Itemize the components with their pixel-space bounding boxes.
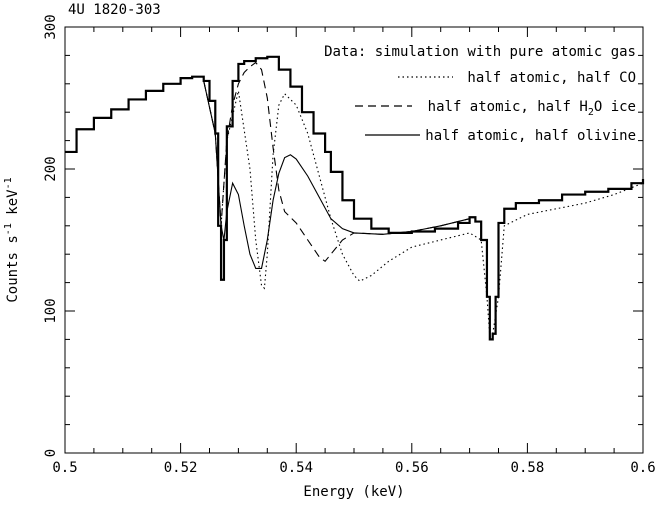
y-axis-label-mid: keV: [5, 189, 21, 223]
series-layer: [65, 55, 645, 341]
y-tick-label: 300: [43, 14, 59, 39]
legend-entry-h2o-pre: half atomic, half H: [428, 99, 588, 115]
x-tick-label: 0.52: [164, 460, 198, 476]
legend: Data: simulation with pure atomic gas ha…: [324, 44, 636, 144]
x-tick-label: 0.58: [511, 460, 545, 476]
series-line-3: [203, 80, 470, 269]
legend-entry-h2o-sub: 2: [588, 107, 594, 118]
y-tick-label: 100: [43, 298, 59, 323]
y-axis-label-sup1: -1: [3, 223, 14, 235]
x-tick-label: 0.6: [630, 460, 655, 476]
tick-labels: 0.5 0.52 0.54 0.56 0.58 0.6 0 100 200 300: [43, 14, 656, 476]
legend-entry-olivine: half atomic, half olivine: [425, 128, 636, 144]
y-tick-label: 0: [43, 449, 59, 457]
legend-entry-co: half atomic, half CO: [467, 70, 636, 86]
axis-ticks: [64, 26, 644, 454]
series-line-0: [65, 55, 645, 341]
x-tick-label: 0.56: [395, 460, 429, 476]
legend-entry-h2o-post: O ice: [594, 99, 636, 115]
y-axis-label-main: Counts s: [5, 235, 21, 302]
y-axis-label-sup2: -1: [3, 177, 14, 189]
x-tick-label: 0.5: [52, 460, 77, 476]
chart-title: 4U 1820-303: [68, 2, 161, 18]
y-axis-label: Counts s-1 keV-1: [3, 177, 21, 302]
legend-entry-h2o: half atomic, half H2O ice: [428, 99, 636, 118]
y-tick-label: 200: [43, 156, 59, 181]
legend-entry-data: Data: simulation with pure atomic gas: [324, 44, 636, 60]
x-tick-label: 0.54: [279, 460, 313, 476]
x-axis-label: Energy (keV): [303, 484, 404, 500]
